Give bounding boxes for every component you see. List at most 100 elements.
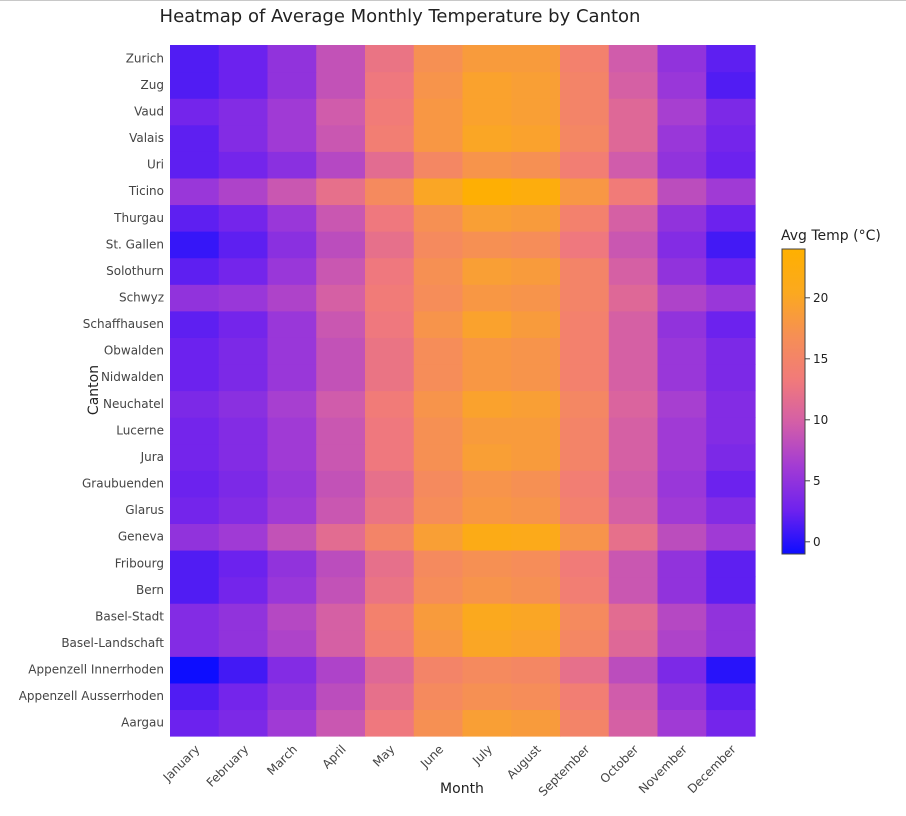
- heatmap-cell: [462, 682, 512, 711]
- heatmap-cell: [706, 470, 756, 498]
- heatmap-cell: [706, 310, 756, 338]
- heatmap-cell: [560, 709, 610, 737]
- heatmap-cell: [462, 177, 512, 206]
- y-axis-title: Canton: [86, 365, 102, 415]
- heatmap-cell: [365, 549, 415, 578]
- heatmap-cell: [365, 45, 415, 73]
- y-tick-label: Appenzell Innerrhoden: [28, 663, 164, 677]
- y-tick-label: Schwyz: [119, 291, 164, 305]
- heatmap-cell: [316, 337, 366, 365]
- heatmap-cell: [267, 98, 317, 126]
- heatmap-cell: [462, 390, 512, 418]
- heatmap-cell: [657, 656, 707, 684]
- heatmap-cell: [511, 656, 561, 684]
- heatmap-cell: [170, 523, 220, 551]
- heatmap-cell: [218, 45, 269, 73]
- y-tick-label: Geneva: [118, 530, 164, 544]
- heatmap-cell: [462, 71, 512, 99]
- heatmap-cell: [462, 257, 512, 285]
- heatmap-cell: [511, 257, 561, 285]
- heatmap-cell: [560, 98, 610, 126]
- heatmap-cell: [706, 709, 756, 737]
- heatmap-cell: [511, 231, 561, 259]
- heatmap-cell: [657, 363, 707, 392]
- heatmap-cell: [170, 576, 220, 604]
- heatmap-cell: [608, 337, 659, 365]
- heatmap-cell: [657, 151, 707, 179]
- heatmap-cell: [462, 310, 512, 338]
- heatmap-cell: [706, 523, 756, 551]
- heatmap-cell: [316, 603, 366, 631]
- heatmap-cell: [462, 629, 512, 657]
- heatmap-cell: [462, 363, 512, 392]
- colorbar-tick-label: 15: [813, 352, 828, 366]
- heatmap-cell: [267, 576, 317, 604]
- heatmap-cell: [365, 310, 415, 338]
- heatmap-cell: [608, 363, 659, 392]
- heatmap-cell: [462, 151, 512, 179]
- heatmap-cell: [267, 204, 317, 232]
- heatmap-cell: [560, 151, 610, 179]
- heatmap-cell: [608, 151, 659, 179]
- heatmap-cell: [706, 124, 756, 152]
- heatmap-cell: [511, 443, 561, 471]
- heatmap-cell: [608, 629, 659, 657]
- colorbar-tick-label: 10: [813, 413, 828, 427]
- heatmap-cell: [511, 549, 561, 578]
- heatmap-cell: [511, 204, 561, 232]
- heatmap-cell: [560, 45, 610, 73]
- y-tick-label: Vaud: [134, 104, 164, 118]
- heatmap-cell: [706, 284, 756, 312]
- x-tick-label: August: [504, 742, 544, 782]
- y-tick-label: Bern: [136, 583, 164, 597]
- heatmap-cell: [170, 390, 220, 418]
- heatmap-cell: [511, 310, 561, 338]
- heatmap-cell: [706, 337, 756, 365]
- heatmap-cell: [560, 656, 610, 684]
- heatmap-cell: [560, 390, 610, 418]
- heatmap-cell: [218, 204, 269, 232]
- heatmap-cell: [218, 257, 269, 285]
- y-tick-label: Graubuenden: [82, 477, 164, 491]
- colorbar-tick-label: 0: [813, 535, 821, 549]
- y-tick-label: Glarus: [125, 503, 164, 517]
- y-tick-label: Neuchatel: [103, 397, 164, 411]
- y-tick-label: Ticino: [128, 184, 164, 198]
- heatmap-cell: [267, 443, 317, 471]
- heatmap-cell: [218, 603, 269, 631]
- heatmap-cell: [413, 470, 464, 498]
- heatmap-cell: [170, 71, 220, 99]
- heatmap-cell: [560, 284, 610, 312]
- y-tick-label: Aargau: [121, 716, 164, 730]
- colorbar-title: Avg Temp (°C): [781, 228, 881, 244]
- x-tick-label: December: [685, 742, 739, 796]
- heatmap-cell: [218, 656, 269, 684]
- heatmap-cell: [413, 71, 464, 99]
- heatmap-cell: [560, 496, 610, 524]
- heatmap-cell: [706, 45, 756, 73]
- heatmap-cell: [462, 523, 512, 551]
- heatmap-cell: [413, 337, 464, 365]
- heatmap-cell: [706, 682, 756, 711]
- heatmap-cell: [511, 284, 561, 312]
- heatmap-cell: [511, 45, 561, 73]
- heatmap-cell: [316, 177, 366, 206]
- heatmap-cell: [365, 603, 415, 631]
- heatmap-cell: [413, 709, 464, 737]
- heatmap-cell: [706, 443, 756, 471]
- heatmap-cell: [462, 656, 512, 684]
- heatmap-cell: [657, 257, 707, 285]
- y-tick-label: Zug: [141, 78, 164, 92]
- heatmap-cell: [365, 337, 415, 365]
- heatmap-cell: [413, 124, 464, 152]
- heatmap-cell: [413, 496, 464, 524]
- heatmap-cell: [657, 603, 707, 631]
- heatmap-cell: [267, 549, 317, 578]
- heatmap-cell: [608, 417, 659, 445]
- heatmap-cell: [365, 523, 415, 551]
- heatmap-cell: [218, 443, 269, 471]
- heatmap-cell: [365, 257, 415, 285]
- heatmap-cell: [413, 656, 464, 684]
- heatmap-cells: [170, 45, 756, 737]
